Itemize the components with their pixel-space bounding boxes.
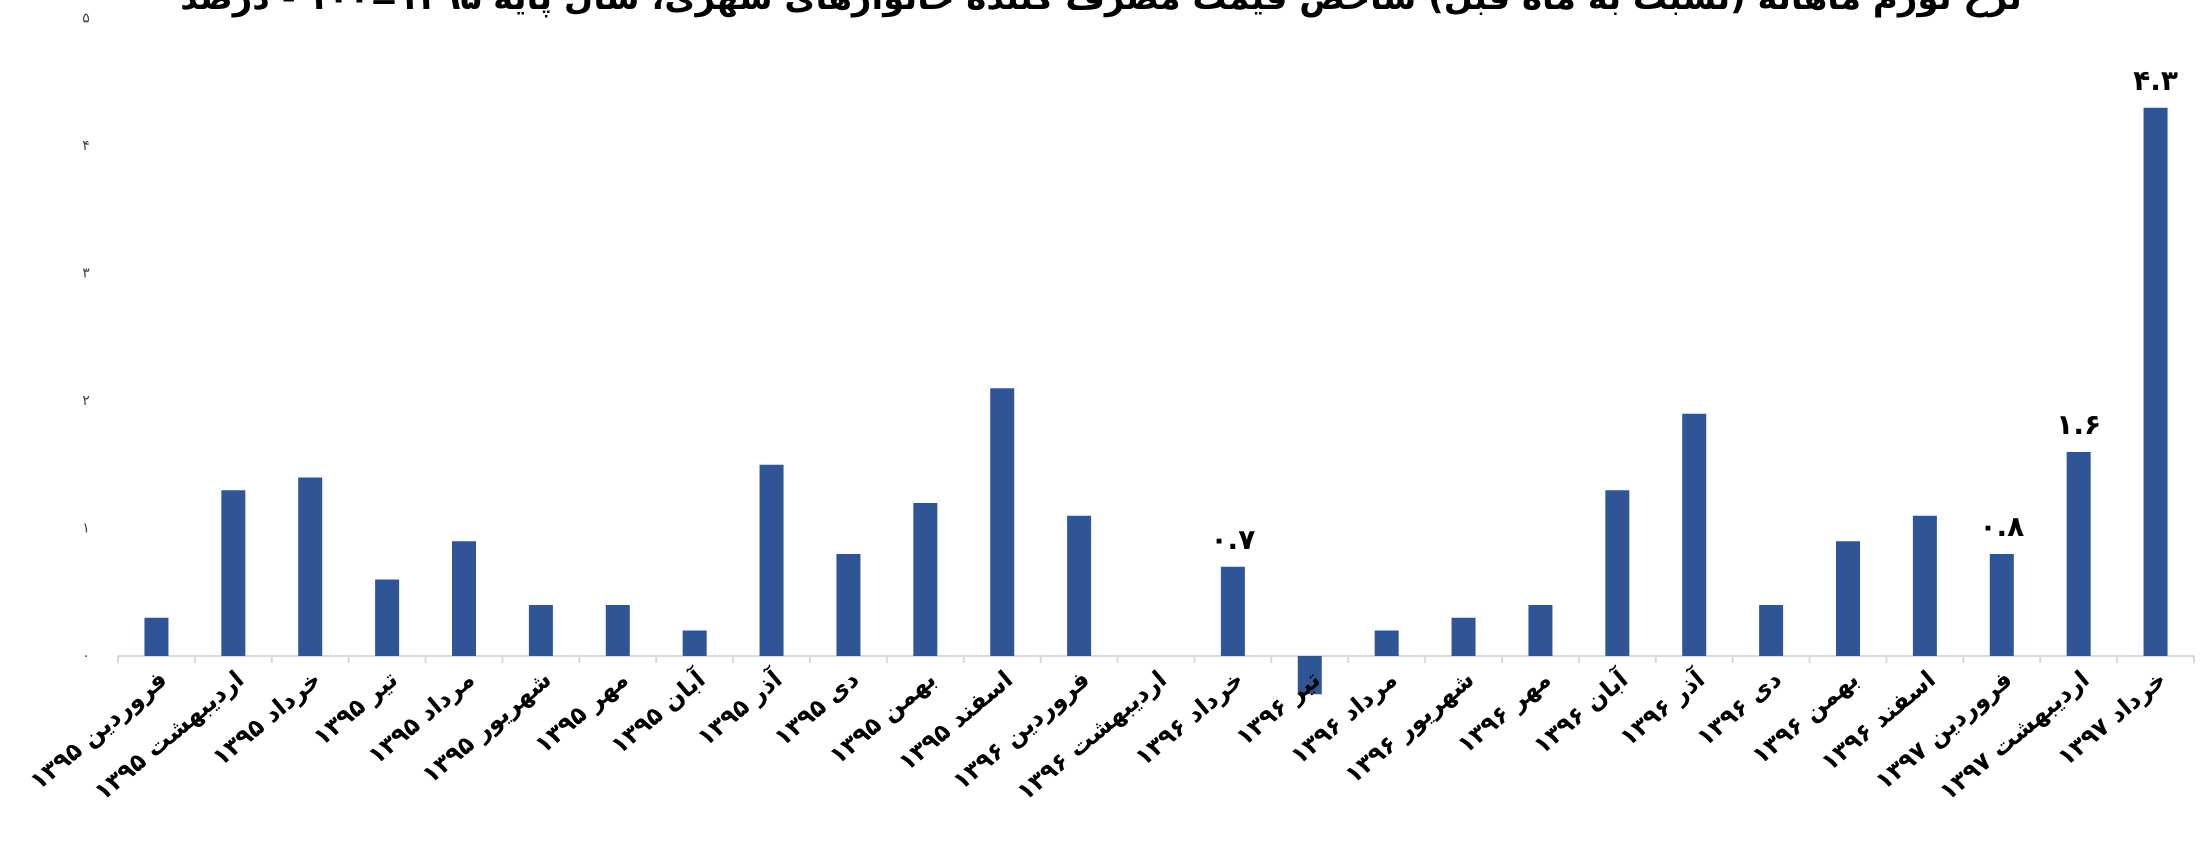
- x-tick-label: آذر ۱۳۹۵: [691, 664, 788, 752]
- bar: [605, 605, 630, 656]
- bar: [1067, 515, 1092, 656]
- bar: [528, 605, 553, 656]
- bar: [1836, 541, 1860, 656]
- bar: [1220, 566, 1245, 656]
- bar: [836, 554, 861, 656]
- data-labels: ۰.۷ ۰.۸ ۱.۶ ۴.۳: [1210, 64, 2177, 556]
- bars: [144, 107, 2168, 695]
- data-label: ۰.۷: [1210, 523, 1255, 556]
- bar: [1759, 605, 1784, 656]
- data-label: ۴.۳: [2133, 64, 2178, 97]
- chart-title: نرخ تورم ماهانه (نسبت به ماه قبل) شاخص ق…: [0, 0, 2202, 18]
- axes: [117, 655, 2195, 663]
- bar: [2066, 452, 2091, 656]
- bar: [144, 617, 169, 656]
- bar: [452, 541, 476, 656]
- bar: [375, 579, 400, 656]
- y-tick-label: ۰: [82, 648, 90, 664]
- y-tick-label: ۴: [82, 138, 90, 154]
- bar: [221, 490, 246, 656]
- x-tick-label: شهریور ۱۳۹۶: [1339, 665, 1479, 789]
- bar: [2143, 107, 2168, 656]
- y-tick-labels: ۰ ۱ ۲ ۳ ۴ ۵: [82, 11, 90, 665]
- bar: [298, 477, 323, 656]
- bar: [1605, 490, 1630, 656]
- y-tick-label: ۵: [82, 11, 90, 27]
- bar: [759, 464, 784, 656]
- bar: [682, 630, 707, 656]
- bar: [1912, 515, 1937, 656]
- bar: [1989, 554, 2014, 656]
- data-label: ۱.۶: [2056, 408, 2101, 441]
- bar: [1528, 605, 1553, 656]
- bar: [913, 503, 938, 656]
- y-tick-label: ۱: [82, 521, 90, 537]
- y-tick-label: ۳: [82, 266, 90, 282]
- bar: [1297, 656, 1322, 695]
- x-tick-label: شهریور ۱۳۹۵: [417, 665, 557, 789]
- bar: [990, 388, 1015, 656]
- x-tick-label: آذر ۱۳۹۶: [1614, 664, 1711, 752]
- bar: [1682, 413, 1707, 656]
- bar: [1451, 617, 1476, 656]
- data-label: ۰.۸: [1979, 510, 2024, 543]
- y-tick-label: ۲: [82, 393, 90, 409]
- bar: [1374, 630, 1399, 656]
